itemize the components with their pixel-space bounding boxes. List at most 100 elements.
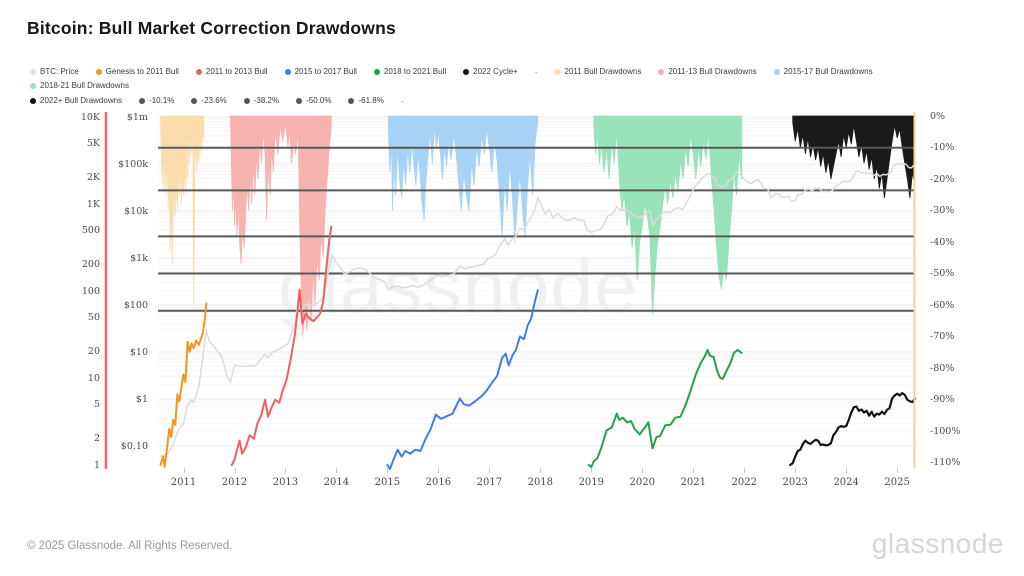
legend-item-label: - (400, 96, 404, 106)
x-axis-tick (591, 468, 593, 473)
legend-marker-icon (30, 98, 36, 104)
drawdown-area-dd-2017 (388, 115, 539, 243)
legend-row: BTC: Price Genesis to 2011 Bull 2011 to 20… (30, 67, 980, 91)
x-axis-tick (795, 468, 797, 473)
x-axis-tick (897, 468, 899, 473)
legend-item-label: -38.2% (253, 96, 280, 105)
legend-marker-icon (373, 69, 380, 75)
legend-item[interactable]: 2015-17 Bull Drawdowns (773, 67, 873, 77)
x-axis-tick (234, 468, 236, 473)
legend-item[interactable]: 2011 to 2013 Bull (195, 67, 268, 77)
legend-item[interactable]: 2018 to 2021 Bull (373, 67, 447, 77)
price-axis-label: $1m (126, 111, 148, 123)
legend-marker-icon (30, 69, 36, 75)
legend-item-label: 2018 to 2021 Bull (383, 67, 447, 76)
drawdown-axis-label: 0% (930, 110, 946, 122)
price-axis-label: $100 (123, 299, 148, 311)
year-axis-label: 2019 (578, 477, 605, 488)
price-axis-label: $0.10 (120, 440, 148, 452)
legend-item-label: -61.8% (358, 96, 384, 105)
legend-item-label: 2022+ Bull Drawdowns (40, 96, 123, 105)
legend-item[interactable]: - (401, 97, 404, 106)
year-axis-label: 2018 (527, 477, 554, 488)
legend-marker-icon (463, 69, 470, 75)
index-axis-label: 5 (93, 398, 100, 410)
legend-item[interactable]: 2018-21 Bull Drawdowns (30, 81, 129, 91)
drawdown-area-dd-2011 (160, 115, 205, 306)
x-axis-tick (183, 468, 185, 473)
year-axis-label: 2021 (680, 477, 706, 488)
index-axis-label: 5K (86, 137, 100, 149)
year-axis-label: 2013 (272, 477, 299, 488)
legend-item[interactable]: -23.6% (191, 96, 227, 106)
legend-item-label: Genesis to 2011 Bull (105, 67, 179, 76)
legend-marker-icon (195, 69, 202, 75)
index-axis-label: 500 (81, 224, 100, 236)
legend-item[interactable]: 2011 Bull Drawdowns (554, 67, 641, 77)
legend-marker-icon (243, 98, 250, 104)
legend-marker-icon (139, 98, 146, 104)
drawdown-axis-label: -100% (930, 425, 961, 437)
legend-item[interactable]: 2011-13 Bull Drawdowns (658, 67, 757, 77)
line-2018-2021-bull (587, 349, 743, 468)
legend-item[interactable]: -38.2% (243, 96, 280, 106)
legend-item-label: BTC: Price (40, 67, 79, 76)
legend-marker-icon (773, 69, 780, 75)
year-axis-label: 2012 (221, 477, 248, 488)
index-axis-label: 2K (86, 172, 100, 184)
x-axis-tick (489, 468, 491, 473)
legend-item-label: 2011 to 2013 Bull (205, 67, 268, 76)
legend-item[interactable]: - (535, 68, 538, 77)
year-axis-label: 2016 (425, 477, 452, 488)
drawdown-axis-label: -30% (930, 205, 955, 217)
legend-item-label: -10.1% (149, 96, 175, 105)
x-axis-tick (744, 468, 746, 473)
price-axis-label: $1 (135, 393, 148, 405)
price-axis-label: $10k (124, 205, 148, 217)
legend-item-label: - (534, 67, 538, 77)
index-axis-label: 50 (87, 311, 100, 323)
legend-marker-icon (348, 98, 355, 104)
index-axis-label: 20 (87, 346, 100, 358)
drawdown-area-dd-2013 (229, 115, 332, 337)
index-axis-label: 10K (80, 111, 100, 123)
drawdown-axis-label: -60% (930, 299, 955, 311)
year-axis-label: 2014 (323, 477, 350, 488)
footer-copyright: © 2025 Glassnode. All Rights Reserved. (27, 540, 233, 552)
legend-item[interactable]: -50.0% (296, 96, 331, 106)
x-axis-tick (387, 468, 389, 473)
legend-marker-icon (554, 69, 561, 75)
legend-item-label: 2015 to 2017 Bull (294, 67, 357, 76)
x-axis-tick (336, 468, 338, 473)
drawdown-area-dd-2022 (792, 115, 916, 198)
line-2022-cycle (788, 392, 917, 467)
legend-marker-icon (191, 98, 198, 104)
legend-item[interactable]: 2015 to 2017 Bull (284, 67, 357, 77)
index-axis-label: 100 (81, 285, 100, 297)
legend-marker-icon (658, 69, 665, 75)
legend-item[interactable]: -61.8% (348, 96, 384, 106)
legend: BTC: Price Genesis to 2011 Bull 2011 to 20… (30, 67, 980, 106)
index-axis-label: 1 (93, 459, 100, 471)
drawdown-axis-label: -10% (930, 142, 955, 153)
drawdown-area-dd-2021 (593, 115, 743, 315)
price-axis-label: $10 (129, 346, 148, 358)
legend-item[interactable]: BTC: Price (30, 67, 79, 77)
year-axis-label: 2020 (629, 477, 655, 488)
legend-item[interactable]: Genesis to 2011 Bull (95, 67, 179, 77)
legend-marker-icon (296, 98, 303, 104)
x-axis-tick (693, 468, 695, 473)
drawdown-axis-label: -20% (930, 173, 955, 185)
index-axis-label: 200 (81, 259, 100, 271)
legend-item[interactable]: 2022+ Bull Drawdowns (30, 96, 122, 106)
year-axis-label: 2022 (731, 477, 757, 488)
x-axis-tick (438, 468, 440, 473)
drawdown-axis-label: -80% (930, 362, 955, 374)
legend-item[interactable]: 2022 Cycle+ (463, 67, 518, 77)
legend-item-label: -50.0% (306, 96, 332, 105)
year-axis-label: 2023 (782, 477, 808, 488)
legend-item-label: 2018-21 Bull Drawdowns (40, 81, 129, 90)
year-axis-label: 2015 (374, 477, 401, 488)
legend-item[interactable]: -10.1% (139, 96, 174, 106)
